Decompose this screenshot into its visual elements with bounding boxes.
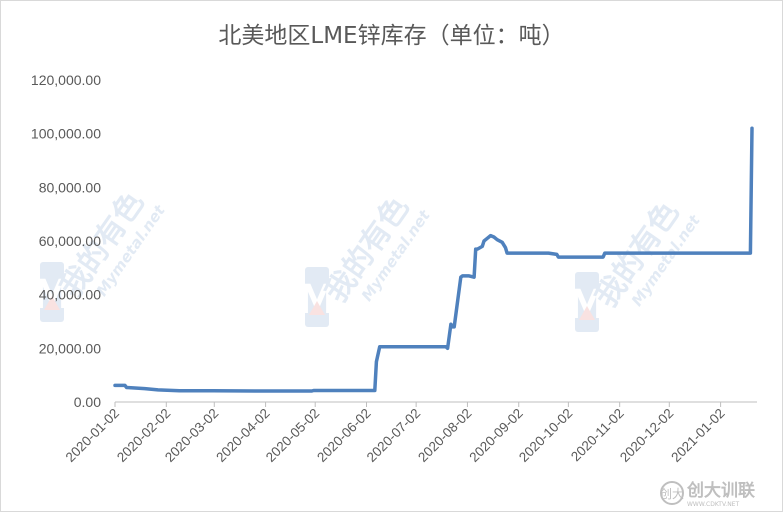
series-line xyxy=(113,126,754,393)
corner-logo: 创大 创大训联 WWW.CDKTV.NET xyxy=(659,478,777,508)
y-tick-label: 120,000.00 xyxy=(31,72,101,88)
x-tick-label: 2020-07-02 xyxy=(364,406,423,465)
x-tick-label: 2020-12-02 xyxy=(617,406,676,465)
y-tick-label: 80,000.00 xyxy=(39,179,101,195)
watermark-instance xyxy=(567,191,705,332)
y-axis: 0.00 20,000.00 40,000.00 60,000.00 80,000.00… xyxy=(31,72,101,410)
corner-logo-glyph: 创大 xyxy=(660,487,684,501)
y-tick-label: 20,000.00 xyxy=(39,340,101,356)
x-tick-label: 2021-01-02 xyxy=(668,406,727,465)
x-tick-label: 2020-01-02 xyxy=(63,406,122,465)
x-tick-label: 2020-10-02 xyxy=(516,406,575,465)
x-tick-label: 2020-08-02 xyxy=(415,406,474,465)
y-tick-label: 0.00 xyxy=(74,394,101,410)
y-tick-label: 100,000.00 xyxy=(31,126,101,142)
y-tick-label: 40,000.00 xyxy=(39,287,101,303)
corner-logo-subtext: WWW.CDKTV.NET xyxy=(687,501,739,508)
corner-logo-text: 创大训联 xyxy=(686,480,755,501)
y-tick-label: 60,000.00 xyxy=(39,233,101,249)
x-axis: 2020-01-022020-02-022020-03-022020-04-02… xyxy=(63,401,757,465)
x-tick-label: 2020-05-02 xyxy=(263,406,322,465)
watermark-instance xyxy=(297,186,435,327)
chart-title: 北美地区LME锌库存（单位：吨） xyxy=(218,23,565,49)
